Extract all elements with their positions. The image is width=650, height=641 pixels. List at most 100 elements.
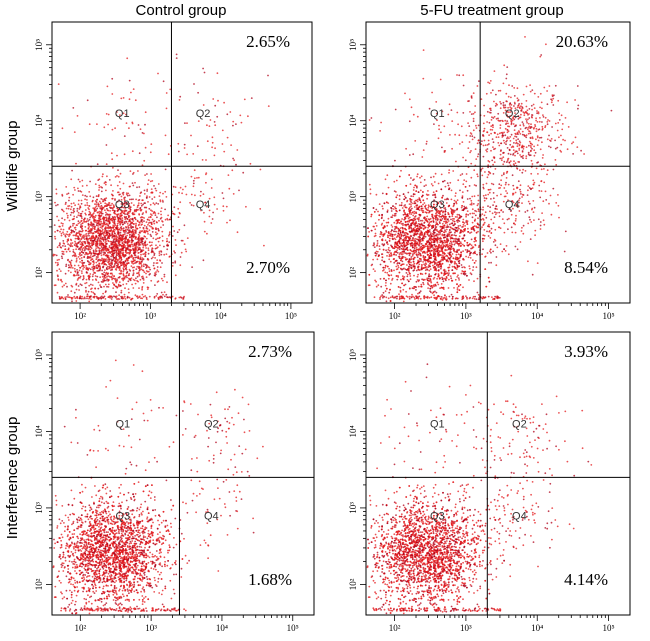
data-point xyxy=(396,234,399,237)
data-point xyxy=(89,216,92,219)
data-point xyxy=(141,132,144,134)
data-point xyxy=(148,266,151,269)
data-point xyxy=(143,189,146,192)
data-point xyxy=(128,268,131,271)
data-point xyxy=(58,258,60,261)
data-point xyxy=(78,241,80,244)
data-point xyxy=(144,174,147,177)
data-point xyxy=(64,272,67,275)
data-point xyxy=(376,240,379,242)
data-point xyxy=(84,209,87,211)
data-point xyxy=(70,202,73,205)
data-point xyxy=(125,226,127,228)
data-point xyxy=(66,230,69,233)
data-point xyxy=(92,269,95,272)
data-point xyxy=(416,206,418,209)
data-point xyxy=(70,284,73,287)
data-point xyxy=(147,249,150,252)
data-point xyxy=(149,213,152,216)
data-point xyxy=(445,202,448,204)
data-point xyxy=(148,207,151,210)
data-point xyxy=(136,219,139,222)
data-point xyxy=(95,250,98,252)
data-point xyxy=(400,204,403,207)
data-point xyxy=(229,219,231,222)
data-point xyxy=(163,273,166,276)
data-point xyxy=(232,124,234,127)
data-point xyxy=(85,267,88,270)
data-point xyxy=(453,287,455,289)
data-point xyxy=(393,253,396,256)
data-point xyxy=(75,257,78,260)
data-point xyxy=(97,254,99,257)
data-point xyxy=(429,268,432,270)
data-point xyxy=(447,184,450,187)
data-point xyxy=(118,245,121,247)
data-point xyxy=(117,250,120,253)
data-point xyxy=(397,264,399,267)
data-point xyxy=(107,283,110,286)
data-point xyxy=(397,266,400,269)
data-point xyxy=(448,231,451,234)
data-point xyxy=(124,218,127,221)
data-point xyxy=(85,265,87,267)
data-point xyxy=(123,135,126,138)
data-point xyxy=(418,263,421,266)
data-point xyxy=(161,239,164,242)
data-point xyxy=(52,253,55,256)
data-point xyxy=(382,207,384,210)
data-point xyxy=(174,260,177,263)
data-point xyxy=(243,98,246,101)
data-point xyxy=(416,256,419,258)
data-point xyxy=(483,221,486,224)
data-point xyxy=(107,209,110,212)
data-point xyxy=(137,202,140,205)
data-point xyxy=(390,232,392,235)
data-point xyxy=(410,195,413,198)
data-point xyxy=(459,174,462,177)
data-point xyxy=(59,230,61,233)
data-point xyxy=(103,258,106,260)
data-point xyxy=(140,238,143,241)
data-point xyxy=(58,268,61,270)
data-point xyxy=(448,233,451,236)
data-point xyxy=(137,238,140,240)
data-point xyxy=(155,202,158,205)
data-point xyxy=(81,272,83,274)
data-point xyxy=(111,259,114,262)
data-point xyxy=(134,282,137,285)
data-point xyxy=(78,253,81,256)
data-point xyxy=(157,240,160,243)
data-point xyxy=(91,200,94,203)
data-point xyxy=(89,273,92,275)
data-point xyxy=(175,57,178,59)
data-point xyxy=(454,260,456,263)
data-point xyxy=(393,221,396,224)
data-point xyxy=(213,196,216,199)
data-point xyxy=(147,252,150,255)
data-point xyxy=(101,243,104,245)
data-point xyxy=(107,113,110,116)
data-point xyxy=(124,287,126,290)
data-point xyxy=(113,220,116,223)
data-point xyxy=(161,262,163,264)
data-point xyxy=(423,222,426,224)
data-point xyxy=(116,245,119,247)
data-point xyxy=(103,285,105,288)
data-point xyxy=(151,218,154,221)
data-point xyxy=(92,243,94,246)
data-point xyxy=(163,291,166,293)
data-point xyxy=(111,233,114,236)
data-point xyxy=(94,214,97,217)
data-point xyxy=(117,175,120,178)
data-point xyxy=(93,267,96,270)
data-point xyxy=(212,98,215,100)
data-point xyxy=(75,248,77,251)
data-point xyxy=(79,283,82,286)
data-point xyxy=(142,253,145,256)
data-point xyxy=(393,269,395,272)
data-point xyxy=(193,169,196,172)
data-point xyxy=(107,275,110,277)
data-point xyxy=(117,241,120,244)
data-point xyxy=(490,261,492,264)
